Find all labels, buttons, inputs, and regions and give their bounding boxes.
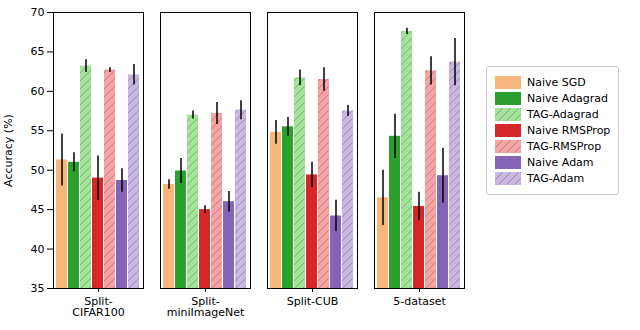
svg-text:70: 70 [31,6,45,19]
svg-text:Split-miniImageNet: Split-miniImageNet [167,295,245,319]
html-text:TAG-RMSProp: TAG-RMSProp [527,140,602,153]
html-text:TAG-Adagrad: TAG-Adagrad [527,108,599,121]
html-text:Naive SGD: Naive SGD [527,76,586,89]
svg-text:Split-CIFAR100: Split-CIFAR100 [72,295,124,319]
html-text:Naive RMSProp: Naive RMSProp [527,124,611,137]
html-text:Naive Adagrad: Naive Adagrad [527,92,609,105]
html-text:TAG-Adam: TAG-Adam [527,172,585,185]
svg-text:55: 55 [31,124,45,137]
svg-text:35: 35 [31,282,45,295]
svg-text:45: 45 [31,203,45,216]
svg-text:50: 50 [31,164,45,177]
svg-text:Accuracy (%): Accuracy (%) [2,114,15,187]
html-text:Naive Adam: Naive Adam [527,156,594,169]
svg-text:5-dataset: 5-dataset [393,295,446,308]
svg-text:65: 65 [31,45,45,58]
svg-text:60: 60 [31,85,45,98]
svg-text:40: 40 [31,243,45,256]
svg-text:Split-CUB: Split-CUB [287,295,339,308]
